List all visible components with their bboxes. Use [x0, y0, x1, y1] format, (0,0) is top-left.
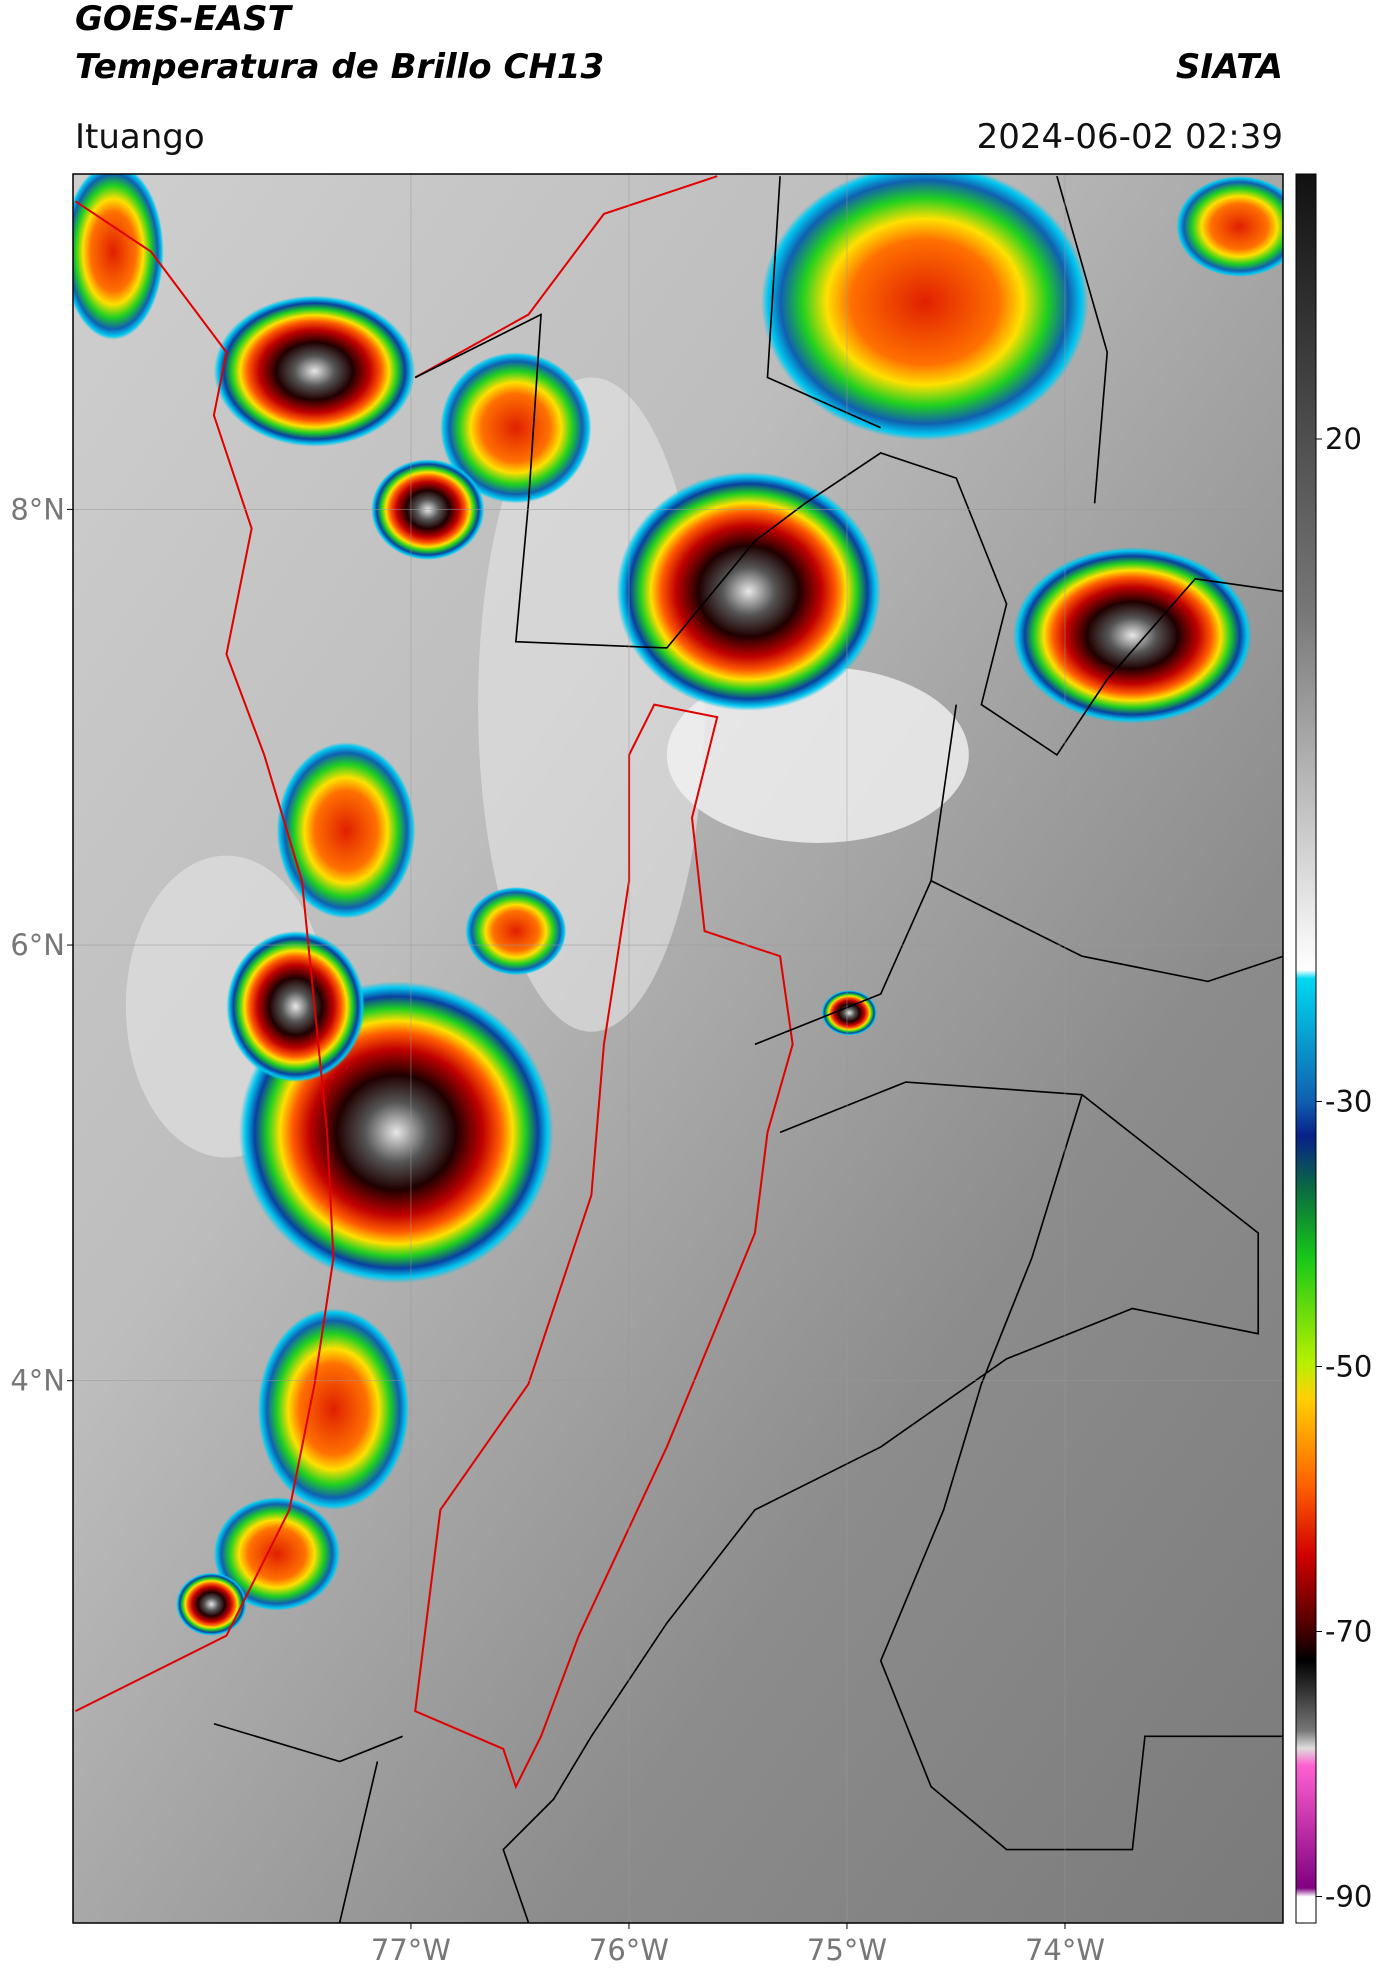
- colorbar-tick-label: 20: [1325, 422, 1362, 456]
- x-tick-label: 75°W: [807, 1933, 887, 1967]
- title-line-2: Temperatura de Brillo CH13: [75, 47, 604, 87]
- x-tick-label: 74°W: [1025, 1933, 1105, 1967]
- x-tick-label: 76°W: [589, 1933, 669, 1967]
- colorbar-tick-label: -50: [1325, 1350, 1372, 1384]
- colorbar-tick-label: -90: [1325, 1880, 1372, 1914]
- y-tick-label: 6°N: [10, 928, 65, 962]
- location: Ituango: [75, 117, 205, 157]
- plot-frame: [72, 173, 1284, 1924]
- x-tick-label: 77°W: [371, 1933, 451, 1967]
- timestamp: 2024-06-02 02:39: [977, 117, 1283, 157]
- y-tick-label: 8°N: [10, 492, 65, 526]
- brand: SIATA: [1176, 47, 1283, 87]
- y-tick-label: 4°N: [10, 1364, 65, 1398]
- colorbar-tick-label: -30: [1325, 1085, 1372, 1119]
- title-line-1: GOES-EAST: [75, 0, 294, 39]
- colorbar: [1295, 173, 1317, 1924]
- grid: [73, 174, 1283, 1923]
- colorbar-tick-label: -70: [1325, 1615, 1372, 1649]
- satellite-image: [73, 174, 1283, 1923]
